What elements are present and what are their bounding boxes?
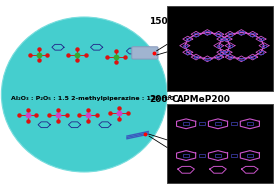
FancyBboxPatch shape — [132, 47, 158, 59]
Text: APMeP150: APMeP150 — [177, 17, 231, 26]
Bar — [216, 33, 221, 36]
Text: 150°C: 150°C — [149, 17, 179, 26]
Bar — [262, 45, 266, 47]
Text: 200°C: 200°C — [149, 95, 179, 104]
Bar — [219, 51, 224, 53]
Bar — [259, 38, 263, 40]
Bar — [205, 31, 209, 34]
Bar — [228, 33, 232, 36]
Bar — [219, 38, 224, 40]
Bar — [205, 58, 209, 60]
Text: APMeP200: APMeP200 — [177, 95, 231, 104]
Bar — [251, 56, 255, 58]
Bar — [215, 154, 221, 157]
Bar — [225, 51, 229, 53]
Bar — [231, 154, 237, 157]
Bar — [246, 122, 253, 125]
Bar — [183, 154, 189, 157]
Bar — [194, 56, 198, 58]
Bar — [228, 56, 232, 58]
Text: Al₂O₃ : P₂O₅ : 1.5 2-methylpiperazine : 125 H₂O: Al₂O₃ : P₂O₅ : 1.5 2-methylpiperazine : … — [11, 96, 175, 101]
Bar — [225, 38, 229, 40]
Bar — [194, 33, 198, 36]
Bar — [167, 6, 273, 91]
Bar — [199, 122, 205, 125]
Bar — [239, 58, 243, 60]
Bar — [259, 51, 263, 53]
Bar — [216, 56, 221, 58]
Bar — [228, 45, 232, 47]
Ellipse shape — [1, 17, 167, 172]
Bar — [185, 51, 190, 53]
Bar — [231, 122, 237, 125]
Bar — [167, 104, 273, 183]
Bar — [182, 45, 187, 47]
Bar — [251, 33, 255, 36]
Bar — [216, 45, 221, 47]
Bar — [183, 122, 189, 125]
Bar — [185, 38, 190, 40]
Bar — [246, 154, 253, 157]
Bar — [239, 31, 243, 34]
Bar — [215, 122, 221, 125]
Bar — [199, 154, 205, 157]
